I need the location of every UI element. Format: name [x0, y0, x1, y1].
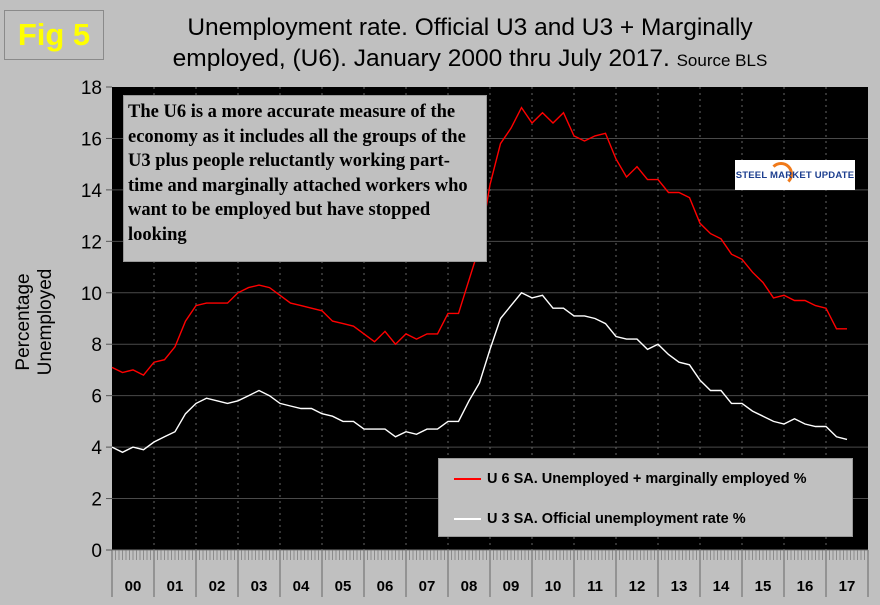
- y-tick-label: 0: [91, 541, 102, 562]
- legend: U 6 SA. Unemployed + marginally employed…: [438, 458, 853, 537]
- steel-market-update-logo: STEEL MARKET UPDATE: [735, 160, 855, 190]
- y-tick-label: 6: [91, 387, 102, 408]
- x-tick-label: 11: [587, 578, 603, 595]
- legend-item-u6: U 6 SA. Unemployed + marginally employed…: [454, 471, 807, 487]
- x-tick-label: 13: [671, 578, 688, 595]
- legend-label-u3: U 3 SA. Official unemployment rate %: [487, 511, 746, 527]
- chart-title: Unemployment rate. Official U3 and U3 + …: [130, 12, 810, 76]
- x-tick-label: 03: [251, 578, 268, 595]
- title-source: Source BLS: [676, 51, 768, 70]
- x-tick-label: 17: [839, 578, 856, 595]
- figure-label: Fig 5: [4, 10, 104, 60]
- y-tick-label: 4: [91, 438, 102, 459]
- title-line-1: Unemployment rate. Official U3 and U3 + …: [187, 14, 753, 41]
- x-tick-label: 08: [461, 578, 478, 595]
- legend-label-u6: U 6 SA. Unemployed + marginally employed…: [487, 471, 807, 487]
- y-tick-label: 16: [81, 129, 102, 150]
- x-tick-label: 09: [503, 578, 520, 595]
- x-tick-label: 00: [125, 578, 142, 595]
- y-tick-label: 2: [91, 490, 102, 511]
- y-tick-label: 8: [91, 335, 102, 356]
- x-tick-label: 06: [377, 578, 394, 595]
- y-tick-label: 14: [81, 181, 103, 202]
- y-tick-label: 10: [81, 284, 102, 305]
- annotation-box: The U6 is a more accurate measure of the…: [123, 95, 487, 262]
- series-line-u3: [111, 291, 848, 454]
- x-tick-label: 15: [755, 578, 772, 595]
- x-tick-label: 01: [167, 578, 184, 595]
- y-tick-label: 12: [81, 232, 102, 253]
- title-line-2: employed, (U6). January 2000 thru July 2…: [172, 45, 670, 72]
- x-tick-label: 12: [629, 578, 646, 595]
- legend-swatch-u3: [454, 518, 481, 520]
- x-tick-label: 05: [335, 578, 352, 595]
- x-tick-label: 10: [545, 578, 562, 595]
- y-tick-label: 18: [81, 78, 102, 99]
- x-tick-label: 02: [209, 578, 226, 595]
- x-tick-label: 16: [797, 578, 814, 595]
- x-tick-label: 04: [293, 578, 310, 595]
- x-tick-label: 14: [713, 578, 730, 595]
- legend-item-u3: U 3 SA. Official unemployment rate %: [454, 511, 746, 527]
- x-tick-label: 07: [419, 578, 436, 595]
- legend-swatch-u6: [454, 478, 481, 480]
- logo-arc-icon: [769, 162, 793, 186]
- logo-text: STEEL MARKET UPDATE: [735, 169, 855, 181]
